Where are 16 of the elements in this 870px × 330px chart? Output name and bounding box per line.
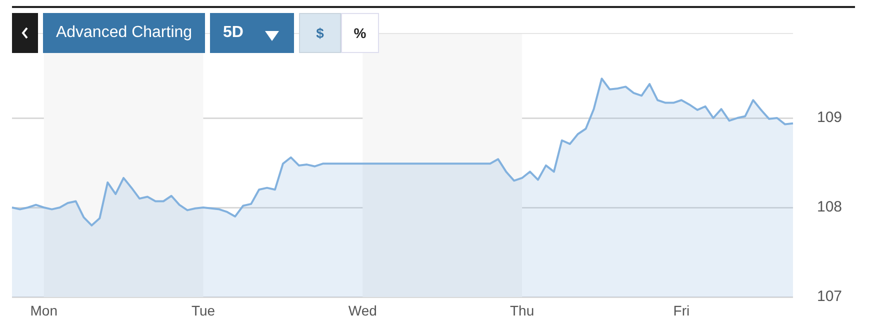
- annotation: Advanced Charting: [56, 24, 192, 42]
- x-tick-label: Fri: [673, 302, 690, 318]
- annotation: 5D: [223, 24, 244, 42]
- annotation: $: [316, 25, 324, 41]
- y-tick-label: 109: [817, 109, 842, 126]
- toolbar-button: %: [341, 13, 379, 53]
- y-tick-label: 108: [817, 198, 842, 216]
- y-tick-label: 107: [817, 288, 842, 306]
- toolbar-button: $: [299, 13, 341, 53]
- toolbar-button: Advanced Charting: [43, 13, 205, 53]
- x-tick-label: Thu: [510, 302, 534, 318]
- x-tick-label: Mon: [30, 302, 58, 318]
- x-tick-label: Wed: [348, 302, 377, 318]
- annotation: %: [354, 25, 366, 41]
- x-tick-label: Tue: [191, 302, 216, 318]
- dropdown-button: 5D: [210, 13, 294, 53]
